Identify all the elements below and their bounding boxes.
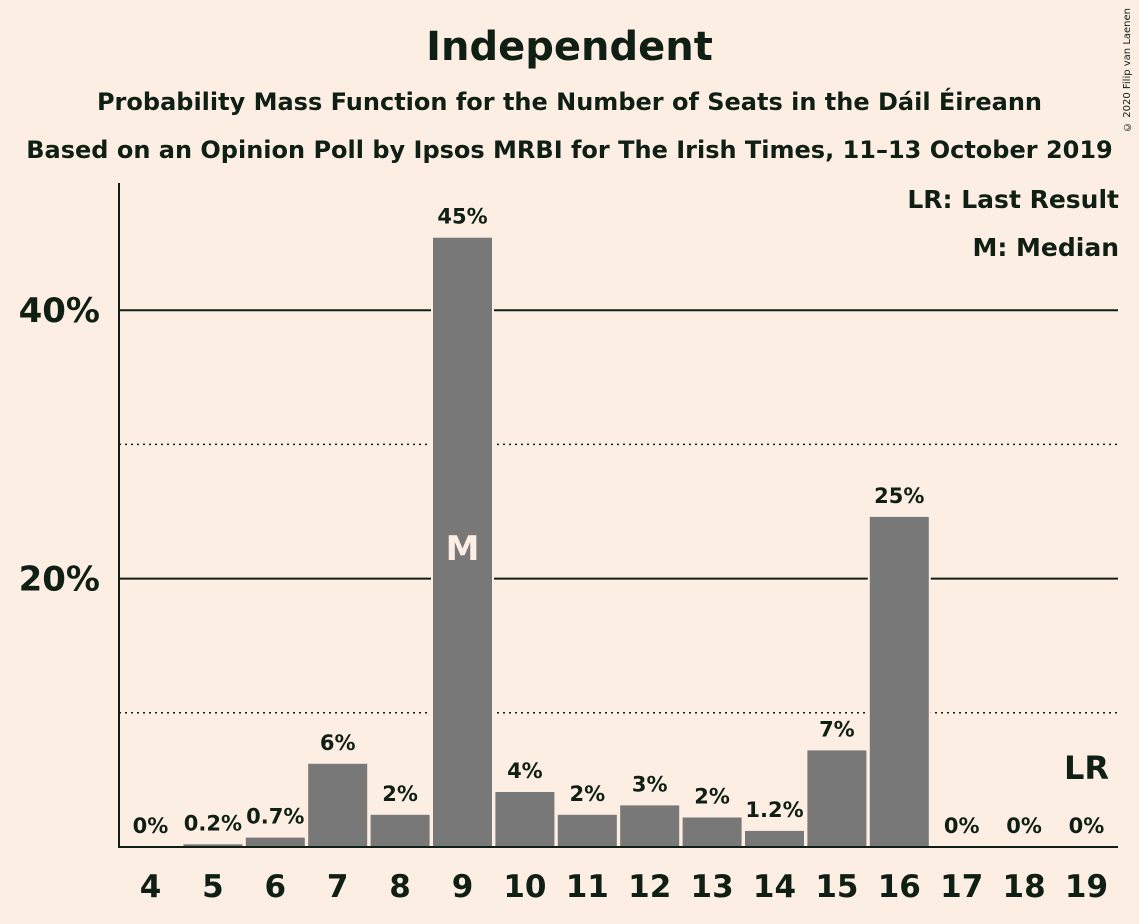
data-label: 0.2% — [184, 811, 242, 835]
data-label: 7% — [819, 717, 855, 741]
x-tick-label: 14 — [753, 869, 796, 905]
x-tick-label: 4 — [140, 869, 162, 905]
data-label: 6% — [320, 731, 356, 755]
x-tick-label: 12 — [628, 869, 671, 905]
bar-14 — [745, 830, 804, 847]
x-tick-label: 7 — [327, 869, 349, 905]
bar-6 — [245, 837, 305, 847]
data-label: 1.2% — [745, 798, 803, 822]
x-tick-label: 9 — [452, 869, 474, 905]
chart-subtitle-source: Based on an Opinion Poll by Ipsos MRBI f… — [26, 136, 1113, 164]
data-label: 2% — [382, 782, 418, 806]
data-label: 2% — [569, 782, 605, 806]
data-label: 0% — [944, 814, 980, 838]
chart-subtitle: Probability Mass Function for the Number… — [96, 88, 1043, 116]
x-tick-label: 8 — [389, 869, 411, 905]
median-marker: M — [446, 529, 480, 569]
chart-title: Independent — [426, 24, 713, 70]
x-tick-label: 16 — [878, 869, 921, 905]
bar-7 — [308, 763, 368, 847]
x-tick-label: 13 — [691, 869, 734, 905]
bar-5 — [183, 844, 243, 847]
bar-13 — [682, 817, 742, 847]
bar-11 — [557, 814, 617, 847]
data-label: 3% — [632, 772, 668, 796]
last-result-marker: LR — [1064, 749, 1109, 787]
data-label: 25% — [874, 484, 924, 508]
data-label: 4% — [507, 759, 543, 783]
data-label: 0.7% — [246, 805, 304, 829]
data-label: 2% — [694, 784, 730, 808]
data-label: 0% — [133, 814, 169, 838]
x-tick-label: 5 — [202, 869, 224, 905]
data-label: 0% — [1069, 814, 1105, 838]
bar-12 — [620, 805, 680, 847]
bar-16 — [869, 516, 929, 847]
bar-10 — [495, 791, 555, 847]
x-tick-label: 18 — [1003, 869, 1046, 905]
x-tick-label: 10 — [503, 869, 546, 905]
data-label: 0% — [1006, 814, 1042, 838]
bar-9 — [433, 237, 492, 847]
x-tick-label: 17 — [940, 869, 983, 905]
bar-8 — [370, 814, 430, 847]
data-label: 45% — [437, 205, 487, 229]
x-tick-label: 11 — [566, 869, 609, 905]
x-tick-label: 19 — [1065, 869, 1108, 905]
bar-15 — [807, 750, 867, 847]
x-tick-label: 15 — [815, 869, 858, 905]
legend-median: M: Median — [972, 233, 1119, 262]
y-tick-label: 40% — [19, 291, 100, 331]
y-tick-label: 20% — [19, 560, 100, 600]
x-tick-label: 6 — [265, 869, 287, 905]
legend-last-result: LR: Last Result — [907, 185, 1119, 214]
